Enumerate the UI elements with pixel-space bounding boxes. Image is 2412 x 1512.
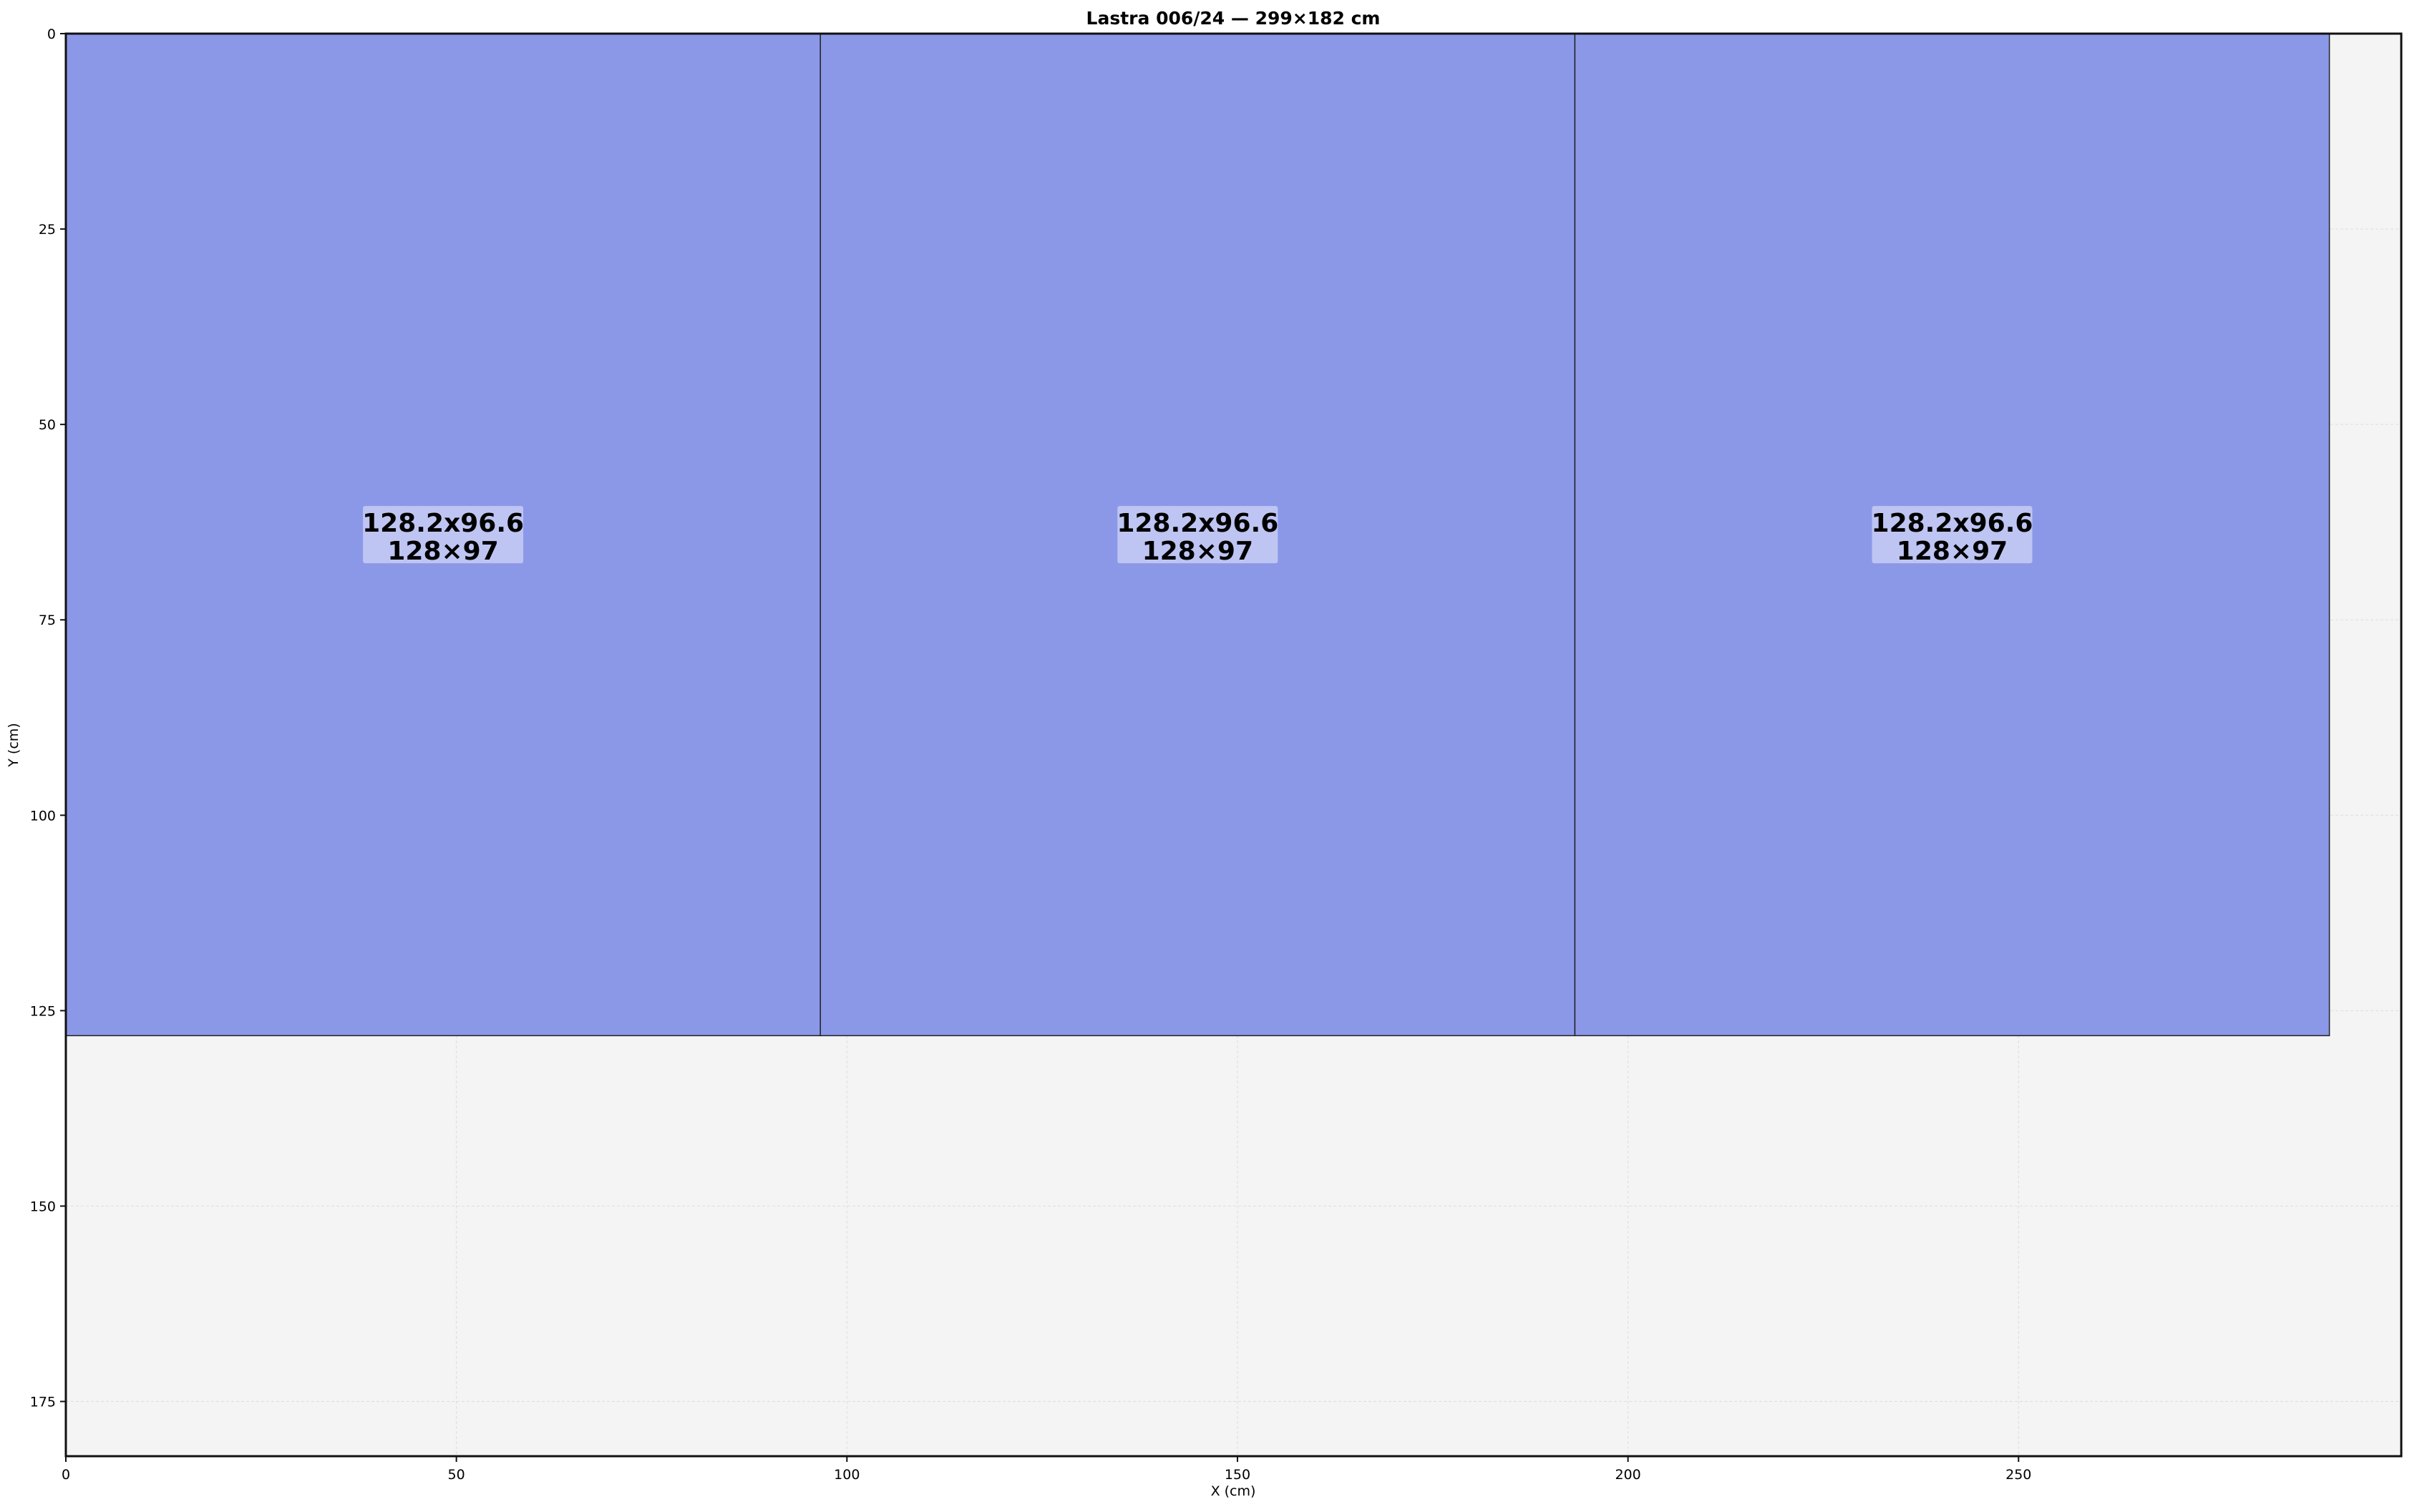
x-tick-label: 50 (448, 1467, 465, 1483)
x-tick-label: 200 (1615, 1467, 1640, 1483)
piece-label-size: 128.2x96.6 (1117, 509, 1278, 538)
x-tick-label: 0 (62, 1467, 70, 1483)
piece-label-box (1872, 506, 2033, 564)
chart-title: Lastra 006/24 — 299×182 cm (1086, 8, 1381, 29)
piece-label-box (363, 506, 524, 564)
x-tick-label: 150 (1225, 1467, 1250, 1483)
x-tick-label: 250 (2005, 1467, 2031, 1483)
y-tick-label: 175 (30, 1395, 56, 1410)
y-axis-label: Y (cm) (6, 723, 21, 767)
x-axis-label: X (cm) (1211, 1483, 1256, 1499)
pieces: 128.2x96.6128×97128.2x96.6128×97128.2x96… (65, 33, 2330, 1037)
y-tick-label: 150 (30, 1199, 56, 1214)
y-tick-label: 100 (30, 808, 56, 824)
y-tick-label: 75 (39, 613, 56, 628)
y-tick-label: 125 (30, 1003, 56, 1019)
y-tick-label: 50 (39, 417, 56, 433)
piece-label-rounded: 128×97 (387, 537, 498, 566)
piece-label-rounded: 128×97 (1897, 537, 2008, 566)
piece-label-rounded: 128×97 (1142, 537, 1253, 566)
y-tick-label: 0 (47, 26, 56, 42)
ticks: 0 50 100 150 200 250 0 25 50 75 100 125 150 175 (30, 26, 2032, 1483)
plot-frame (64, 32, 2403, 1458)
y-tick-label: 25 (39, 222, 56, 238)
piece-label-size: 128.2x96.6 (362, 509, 524, 538)
x-tick-label: 100 (834, 1467, 860, 1483)
piece-label-box (1117, 506, 1278, 564)
piece-label-size: 128.2x96.6 (1872, 509, 2033, 538)
